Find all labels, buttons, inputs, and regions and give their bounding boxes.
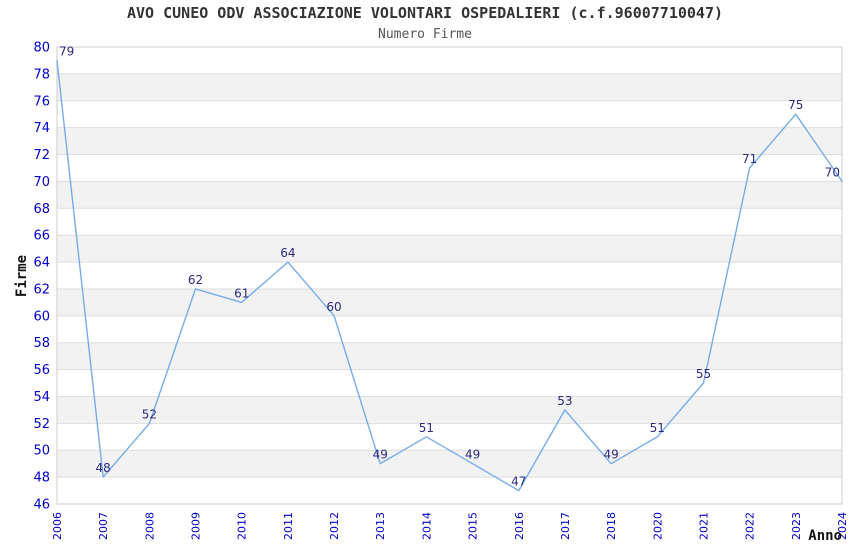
x-tick-label: 2011 [282,512,295,540]
x-tick-label: 2007 [97,512,110,540]
data-point-label: 49 [603,448,618,462]
data-point-label: 48 [96,461,111,475]
y-tick-label: 76 [33,94,50,109]
plot-band [57,181,842,209]
y-tick-label: 60 [33,309,50,324]
x-tick-label: 2010 [236,512,249,540]
plot-band [57,235,842,263]
data-point-label: 49 [373,448,388,462]
data-point-label: 47 [511,475,526,489]
x-tick-label: 2017 [559,512,572,540]
x-tick-label: 2006 [51,512,64,540]
x-tick-label: 2015 [467,512,480,540]
x-tick-label: 2013 [374,512,387,540]
data-point-label: 79 [59,44,74,58]
y-tick-label: 46 [33,498,50,513]
data-point-label: 62 [188,273,203,287]
y-tick-label: 54 [33,390,50,405]
x-tick-label: 2009 [190,512,203,540]
y-tick-label: 70 [33,175,50,190]
y-tick-label: 56 [33,363,50,378]
x-tick-label: 2023 [790,512,803,540]
y-tick-label: 80 [33,41,50,56]
y-tick-label: 78 [33,67,50,82]
y-tick-label: 68 [33,202,50,217]
y-tick-label: 48 [33,471,50,486]
plot-band [57,288,842,316]
data-point-label: 64 [280,246,295,260]
data-point-label: 49 [465,448,480,462]
x-tick-label: 2020 [651,512,664,540]
x-tick-label: 2014 [420,512,433,540]
x-tick-label: 2012 [328,512,341,540]
data-point-label: 75 [788,98,803,112]
data-point-label: 51 [419,421,434,435]
plot-background [57,47,842,504]
data-point-label: 60 [326,300,341,314]
x-tick-label: 2024 [836,512,849,540]
x-tick-label: 2021 [697,512,710,540]
plot-band [57,396,842,424]
y-tick-label: 64 [33,256,50,271]
data-point-label: 53 [557,394,572,408]
plot-band [57,342,842,370]
x-tick-label: 2008 [143,512,156,540]
data-point-label: 70 [825,165,840,179]
chart-subtitle: Numero Firme [378,27,472,42]
y-tick-label: 58 [33,336,50,351]
plot-band [57,127,842,155]
data-point-label: 71 [742,152,757,166]
x-tick-label: 2016 [513,512,526,540]
y-tick-label: 72 [33,148,50,163]
x-axis-title: Anno [808,528,842,544]
y-tick-label: 52 [33,417,50,432]
series-line [56,59,843,492]
y-tick-label: 74 [33,121,50,136]
x-tick-label: 2022 [744,512,757,540]
data-point-label: 55 [696,367,711,381]
y-tick-label: 66 [33,229,50,244]
plot-border [56,46,843,505]
y-tick-label: 62 [33,282,50,297]
x-tick-label: 2018 [605,512,618,540]
chart-title: AVO CUNEO ODV ASSOCIAZIONE VOLONTARI OSP… [126,4,724,22]
plot-band [57,450,842,478]
data-point-label: 51 [650,421,665,435]
data-point-label: 52 [142,407,157,421]
plot-band [57,73,842,101]
y-axis-title: Firme [14,254,30,298]
data-point-label: 61 [234,286,249,300]
y-tick-label: 50 [33,444,50,459]
